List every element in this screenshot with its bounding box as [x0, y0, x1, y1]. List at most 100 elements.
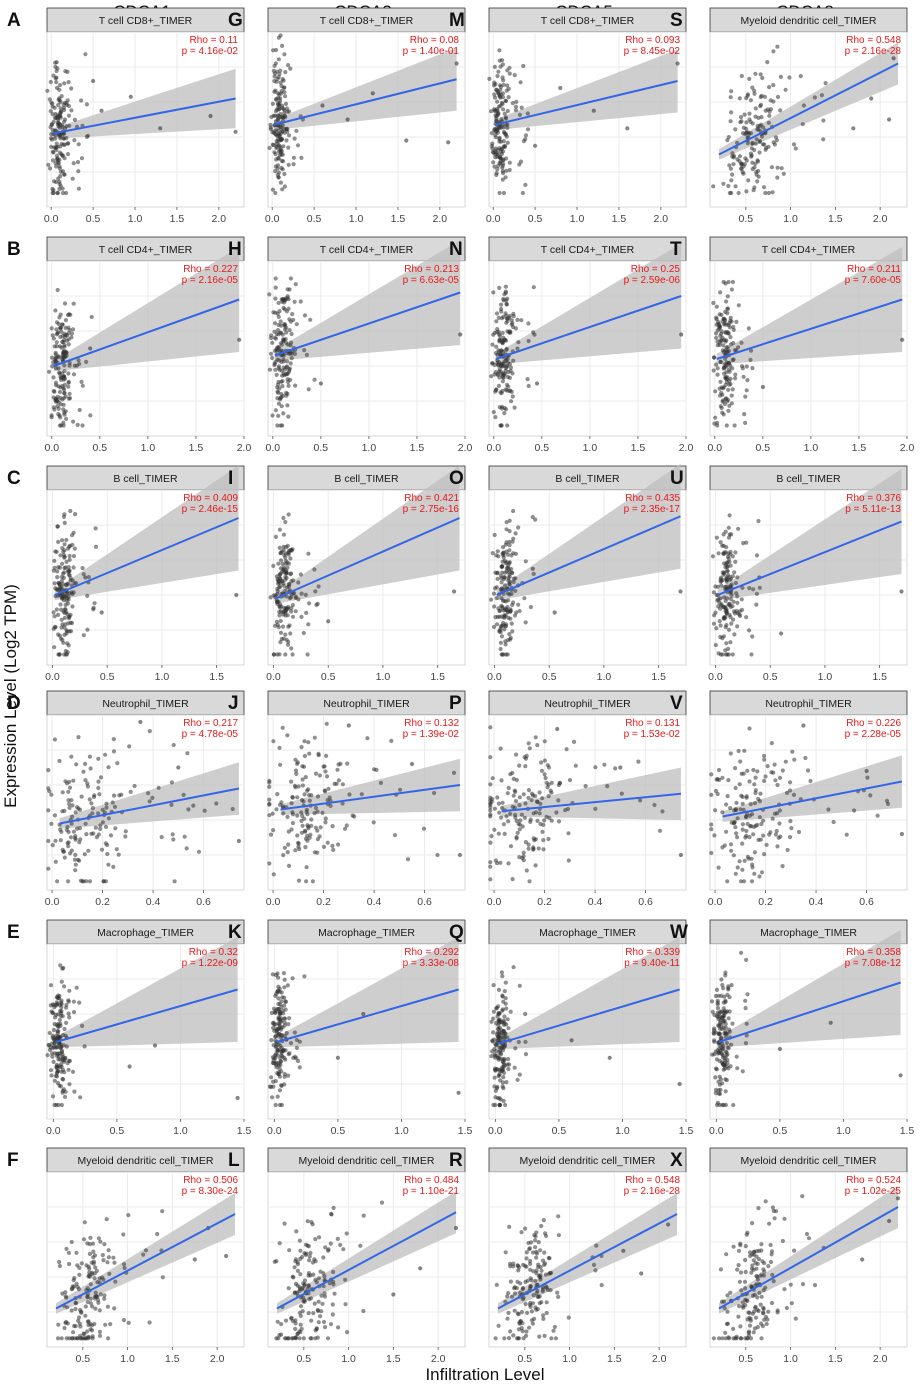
- data-point: [409, 761, 415, 767]
- data-point: [55, 524, 60, 529]
- panel-letter: U: [670, 468, 684, 489]
- data-point: [505, 591, 510, 596]
- data-point: [495, 167, 500, 172]
- data-point: [93, 1290, 98, 1295]
- data-point: [498, 860, 503, 865]
- data-point: [94, 1294, 99, 1299]
- data-point: [565, 806, 571, 812]
- data-point: [746, 178, 751, 183]
- data-point: [306, 1283, 311, 1288]
- data-point: [733, 127, 738, 132]
- data-point: [55, 575, 60, 580]
- data-point: [526, 338, 531, 344]
- data-point: [286, 145, 291, 150]
- data-point: [68, 835, 74, 840]
- scatter-points: [267, 971, 461, 1108]
- data-point: [57, 186, 62, 192]
- data-point: [497, 333, 502, 338]
- data-point: [516, 1327, 522, 1332]
- data-point: [53, 133, 58, 138]
- data-point: [505, 1035, 510, 1040]
- data-point: [77, 1272, 82, 1277]
- data-point: [744, 1021, 749, 1026]
- data-point: [295, 1268, 300, 1273]
- data-point: [115, 761, 120, 766]
- data-point: [73, 810, 78, 815]
- data-point: [748, 802, 753, 807]
- x-tick-label: 2.0: [212, 213, 227, 225]
- data-point: [421, 826, 427, 831]
- data-point: [521, 139, 527, 144]
- data-point: [49, 792, 54, 797]
- data-point: [62, 808, 67, 814]
- data-point: [98, 826, 103, 832]
- data-point: [286, 162, 291, 167]
- data-point: [171, 837, 176, 842]
- data-point: [492, 806, 498, 811]
- data-point: [280, 332, 285, 337]
- data-point: [70, 814, 75, 819]
- data-point: [286, 1286, 291, 1291]
- data-point: [282, 337, 287, 342]
- data-point: [286, 383, 291, 388]
- data-point: [68, 576, 73, 581]
- data-point: [716, 1079, 721, 1084]
- data-point: [679, 332, 684, 337]
- data-point: [489, 597, 494, 602]
- data-point: [502, 598, 507, 604]
- data-point: [60, 1056, 65, 1061]
- data-point: [278, 630, 284, 635]
- data-point: [302, 1298, 307, 1303]
- data-point: [90, 1304, 95, 1309]
- data-point: [494, 1086, 500, 1091]
- data-point: [276, 379, 281, 385]
- x-tick-label: 2.0: [237, 442, 252, 454]
- scatter-points: [47, 287, 242, 428]
- data-point: [757, 150, 762, 155]
- data-point: [548, 1271, 553, 1276]
- data-point: [57, 565, 63, 570]
- data-point: [745, 768, 750, 773]
- scatter-points: [45, 963, 240, 1108]
- data-point: [69, 1336, 75, 1341]
- data-point: [503, 1250, 508, 1255]
- data-point: [713, 808, 718, 813]
- p-value-label: p = 2.16e-28: [845, 46, 902, 57]
- data-point: [756, 1308, 761, 1314]
- data-point: [756, 796, 761, 802]
- data-point: [728, 376, 733, 381]
- data-point: [526, 383, 531, 389]
- facet-title: Myeloid dendritic cell_TIMER: [520, 1155, 656, 1167]
- data-point: [292, 1290, 297, 1295]
- data-point: [277, 652, 282, 657]
- data-point: [775, 844, 780, 849]
- data-point: [730, 151, 735, 156]
- data-point: [741, 541, 746, 546]
- facet-strip: [709, 7, 908, 33]
- data-point: [744, 1033, 749, 1038]
- data-point: [745, 992, 750, 997]
- data-point: [779, 166, 784, 171]
- data-point: [66, 113, 72, 118]
- data-point: [62, 301, 68, 306]
- data-point: [766, 1309, 771, 1314]
- data-point: [569, 1038, 574, 1043]
- data-point: [274, 97, 279, 102]
- data-point: [293, 785, 298, 790]
- data-point: [773, 778, 778, 783]
- data-point: [67, 553, 72, 559]
- data-point: [748, 98, 754, 103]
- data-point: [504, 1006, 509, 1011]
- data-point: [504, 122, 509, 127]
- data-point: [285, 129, 290, 134]
- data-point: [88, 1282, 93, 1287]
- data-point: [505, 1316, 510, 1321]
- data-point: [315, 809, 320, 814]
- data-point: [496, 362, 501, 367]
- data-point: [290, 603, 295, 608]
- data-point: [801, 103, 807, 108]
- data-point: [294, 1045, 299, 1050]
- data-point: [733, 372, 738, 377]
- data-point: [523, 620, 528, 625]
- data-point: [66, 379, 71, 384]
